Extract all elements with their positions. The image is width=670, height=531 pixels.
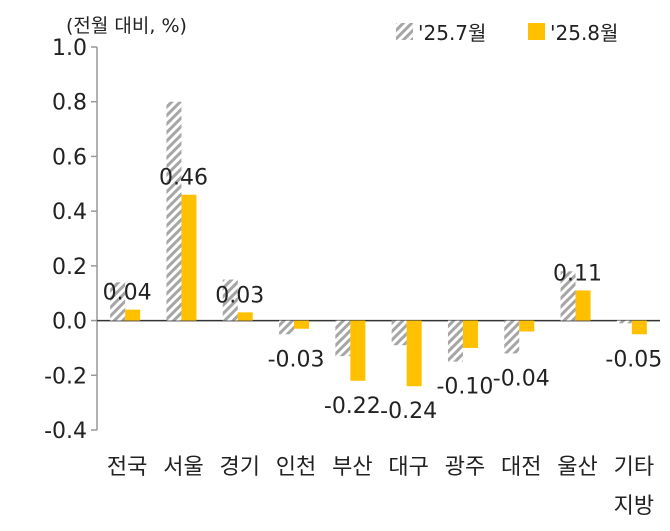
category-label-2: 경기 <box>220 455 260 480</box>
legend-swatch-1 <box>528 23 545 40</box>
bars <box>110 101 647 387</box>
data-label-0: 0.04 <box>103 281 152 306</box>
y-tick-label: 0.4 <box>52 200 87 225</box>
y-tick-label: 1.0 <box>52 36 87 61</box>
data-label-9: -0.05 <box>605 347 662 372</box>
bar-series2-0 <box>125 309 141 321</box>
unit-label: (전월 대비, %) <box>66 15 187 37</box>
bar-series1-7 <box>504 320 520 354</box>
y-tick-label: -0.2 <box>44 364 87 389</box>
bar-series1-1 <box>166 101 182 321</box>
category-label-1: 서울 <box>163 455 203 480</box>
category-label-0: 전국 <box>107 455 147 480</box>
data-label-8: 0.11 <box>553 261 602 286</box>
category-label-6: 광주 <box>445 455 485 480</box>
data-labels: 0.04 0.46 0.03 -0.03 -0.22 -0.24-0.10 -0.04 0.1… <box>103 166 663 425</box>
category-label-4: 부산 <box>332 455 372 480</box>
bar-series2-5 <box>406 320 422 387</box>
bar-series1-4 <box>335 320 351 357</box>
data-label-5: -0.24 <box>380 399 437 424</box>
category-label-5: 대구 <box>388 455 428 480</box>
y-tick-label: -0.4 <box>44 419 87 444</box>
bar-series2-2 <box>237 312 253 321</box>
bar-series1-3 <box>279 320 295 335</box>
category-label-7: 대전 <box>501 455 541 480</box>
bar-series1-6 <box>447 320 463 362</box>
category-label-9: 기타 <box>614 455 654 480</box>
data-label-4: -0.22 <box>324 394 381 419</box>
bar-series2-9 <box>631 320 647 335</box>
data-label-3: -0.03 <box>268 347 325 372</box>
legend: '25.7월 '25.8월 <box>396 21 618 45</box>
y-axis: 1.0 0.8 0.6 0.4 0.2 0.0 -0.2 -0.4 <box>44 36 660 444</box>
category-label-8: 울산 <box>557 455 597 480</box>
bar-series2-1 <box>181 194 197 321</box>
bar-series2-4 <box>350 320 366 381</box>
y-tick-label: 0.8 <box>52 91 87 116</box>
bar-series2-7 <box>519 320 535 332</box>
bar-series2-3 <box>294 320 310 329</box>
bar-series1-8 <box>560 271 576 321</box>
data-label-6: -0.10 <box>436 375 493 400</box>
y-tick-label: 0.2 <box>52 255 87 280</box>
bar-series1-5 <box>391 320 407 346</box>
bar-series2-8 <box>575 290 591 321</box>
bar-series1-9 <box>616 320 632 324</box>
bar-series1-0 <box>110 282 126 321</box>
data-label-7: -0.04 <box>493 366 550 391</box>
category-label-9: 지방 <box>614 494 654 519</box>
y-tick-label: 0.6 <box>52 145 87 170</box>
legend-swatch-0 <box>396 23 413 40</box>
bar-series1-2 <box>222 279 238 321</box>
y-tick-label: 0.0 <box>52 310 87 335</box>
legend-label-0: '25.7월 <box>418 21 486 45</box>
bar-series2-6 <box>462 320 478 348</box>
data-label-2: 0.03 <box>215 283 264 308</box>
data-label-1: 0.46 <box>159 166 208 191</box>
category-label-3: 인천 <box>276 455 316 480</box>
legend-label-1: '25.8월 <box>550 21 618 45</box>
